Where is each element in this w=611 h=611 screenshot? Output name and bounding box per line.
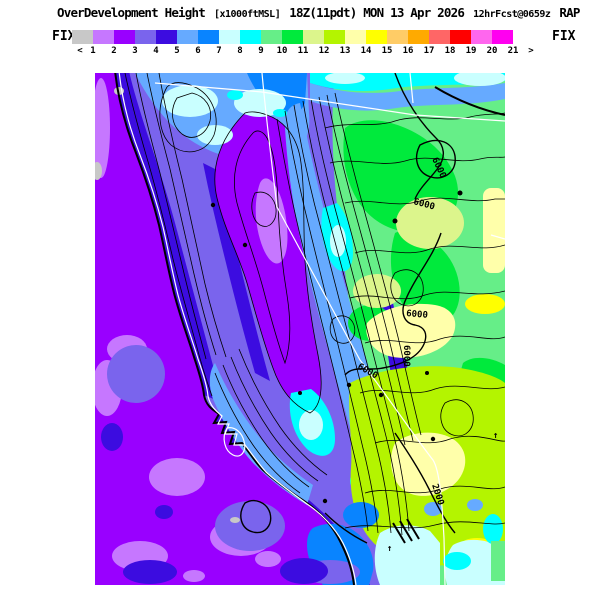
colorbar-tick: 9 (258, 46, 264, 56)
contour-label: 6000 (401, 345, 411, 367)
colorbar-tick: 11 (297, 46, 309, 56)
arrow-mark: ↑ (493, 431, 498, 441)
colorbar-tick: 6 (195, 46, 201, 56)
colorbar-cell (261, 30, 282, 44)
colorbar-tick: 19 (465, 46, 477, 56)
contour-label: 6000 (406, 309, 428, 321)
colorbar-cell (72, 30, 93, 44)
colorbar-tick: 3 (132, 46, 138, 56)
colorbar (72, 30, 513, 44)
colorbar-tick: 21 (507, 46, 519, 56)
title-forecast-cycle: 12hrFcst@0659z (473, 9, 551, 20)
colorbar-ticks: <1 2 3 4 5 6 7 8 9 10 11 12 13 14 15 16 17 18 19 20 21 > (72, 46, 552, 57)
colorbar-cell (114, 30, 135, 44)
colorbar-cell (450, 30, 471, 44)
colorbar-tick: 13 (339, 46, 351, 56)
colorbar-fix-label-right: FIX (552, 29, 576, 44)
colorbar-cell (387, 30, 408, 44)
title-valid-time: 18Z(11pdt) MON 13 Apr 2026 (289, 5, 465, 20)
colorbar-cell (156, 30, 177, 44)
colorbar-cell (93, 30, 114, 44)
colorbar-cell (471, 30, 492, 44)
colorbar-cell (240, 30, 261, 44)
colorbar-tick: 17 (423, 46, 435, 56)
colorbar-cell (177, 30, 198, 44)
colorbar-tick: 7 (216, 46, 222, 56)
colorbar-tick: 18 (444, 46, 456, 56)
colorbar-tick: 1 (90, 46, 96, 56)
arrow-mark: ↑ (387, 544, 392, 554)
colorbar-tick: 20 (486, 46, 498, 56)
colorbar-tick: < (77, 46, 83, 56)
colorbar-cell (135, 30, 156, 44)
colorbar-cell (282, 30, 303, 44)
title-product: OverDevelopment Height (57, 5, 206, 20)
colorbar-cell (492, 30, 513, 44)
colorbar-tick: 5 (174, 46, 180, 56)
forecast-map: 6000 6000 6000 6000 6000 2000 ↑ ↑ (95, 73, 505, 585)
colorbar-cell (198, 30, 219, 44)
colorbar-cell (303, 30, 324, 44)
colorbar-cell (408, 30, 429, 44)
colorbar-cell (219, 30, 240, 44)
colorbar-tick: 2 (111, 46, 117, 56)
colorbar-tick: 15 (381, 46, 393, 56)
colorbar-fix-label-left: FIX (52, 29, 76, 44)
title-model: RAP (559, 5, 580, 20)
colorbar-tick: 10 (276, 46, 288, 56)
title-units: [x1000ftMSL] (213, 9, 281, 20)
colorbar-tick: > (528, 46, 534, 56)
colorbar-cell (345, 30, 366, 44)
chart-title: OverDevelopment Height [x1000ftMSL] 18Z(… (57, 5, 580, 20)
colorbar-cell (324, 30, 345, 44)
colorbar-tick: 12 (318, 46, 330, 56)
colorbar-cell (366, 30, 387, 44)
colorbar-tick: 8 (237, 46, 243, 56)
colorbar-cell (429, 30, 450, 44)
colorbar-tick: 4 (153, 46, 159, 56)
colorbar-tick: 16 (402, 46, 414, 56)
colorbar-tick: 14 (360, 46, 372, 56)
